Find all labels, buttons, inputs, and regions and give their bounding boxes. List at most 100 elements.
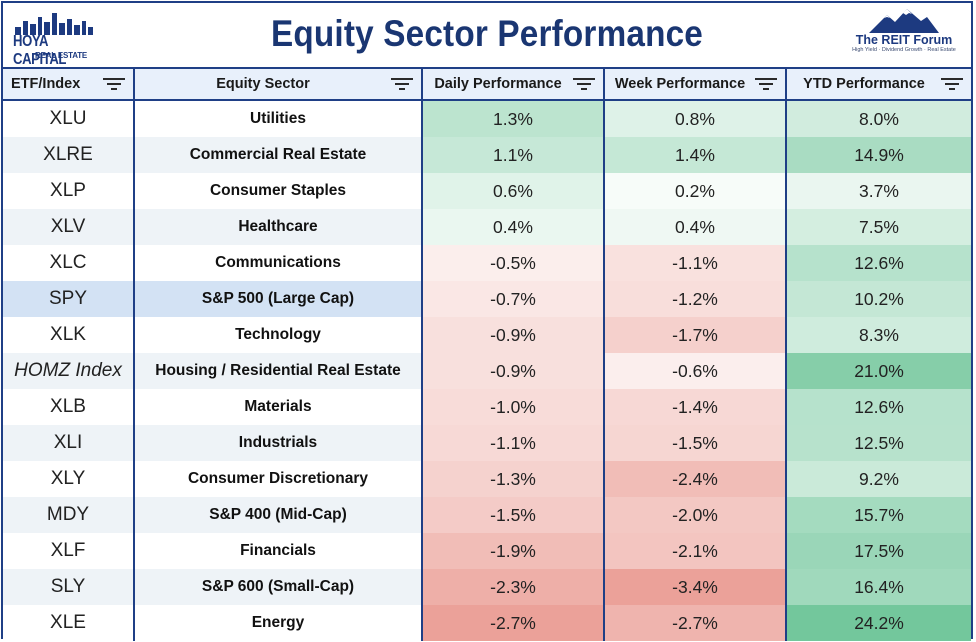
ytd-performance-cell: 8.3% — [787, 317, 971, 353]
week-performance-cell: -2.1% — [605, 533, 787, 569]
week-performance-cell: -0.6% — [605, 353, 787, 389]
daily-performance-cell: 0.6% — [423, 173, 605, 209]
logo-left-sub: REAL ESTATE — [35, 51, 88, 60]
daily-performance-cell: -1.0% — [423, 389, 605, 425]
filter-icon[interactable] — [941, 77, 963, 91]
week-performance-cell: -1.7% — [605, 317, 787, 353]
ticker-cell: XLI — [3, 425, 135, 461]
column-header-ticker[interactable]: ETF/Index — [3, 69, 135, 99]
daily-performance-cell: -2.3% — [423, 569, 605, 605]
daily-performance-cell: -1.3% — [423, 461, 605, 497]
sector-cell: Energy — [135, 605, 423, 641]
column-header-ytd[interactable]: YTD Performance — [787, 69, 971, 99]
week-performance-cell: -2.4% — [605, 461, 787, 497]
daily-performance-cell: -0.9% — [423, 353, 605, 389]
week-performance-cell: -3.4% — [605, 569, 787, 605]
ticker-cell: XLRE — [3, 137, 135, 173]
ticker-cell: MDY — [3, 497, 135, 533]
filter-icon[interactable] — [755, 77, 777, 91]
sector-cell: Technology — [135, 317, 423, 353]
ytd-performance-cell: 10.2% — [787, 281, 971, 317]
week-performance-cell: -1.2% — [605, 281, 787, 317]
ticker-cell: SLY — [3, 569, 135, 605]
sector-cell: Industrials — [135, 425, 423, 461]
sector-cell: S&P 400 (Mid-Cap) — [135, 497, 423, 533]
filter-icon[interactable] — [103, 77, 125, 91]
ytd-performance-cell: 15.7% — [787, 497, 971, 533]
logo-right-tagline: High Yield · Dividend Growth · Real Esta… — [852, 47, 956, 53]
daily-performance-cell: -1.5% — [423, 497, 605, 533]
table-row: SLY S&P 600 (Small-Cap) -2.3% -3.4% 16.4% — [3, 569, 971, 605]
ticker-cell: XLF — [3, 533, 135, 569]
ticker-cell: XLC — [3, 245, 135, 281]
ytd-performance-cell: 12.6% — [787, 245, 971, 281]
title-bar: HOYA CAPITAL REAL ESTATE Equity Sector P… — [3, 3, 971, 69]
table-row: XLRE Commercial Real Estate 1.1% 1.4% 14.9% — [3, 137, 971, 173]
ticker-cell: XLK — [3, 317, 135, 353]
mountain-icon — [869, 9, 939, 33]
sector-cell: Materials — [135, 389, 423, 425]
column-header-sector[interactable]: Equity Sector — [135, 69, 423, 99]
column-header-week-label: Week Performance — [614, 76, 746, 92]
table-row: XLP Consumer Staples 0.6% 0.2% 3.7% — [3, 173, 971, 209]
sector-cell: Housing / Residential Real Estate — [135, 353, 423, 389]
week-performance-cell: 1.4% — [605, 137, 787, 173]
ytd-performance-cell: 12.6% — [787, 389, 971, 425]
ticker-cell: XLY — [3, 461, 135, 497]
table-row: XLV Healthcare 0.4% 0.4% 7.5% — [3, 209, 971, 245]
reit-forum-logo: The REIT Forum High Yield · Dividend Gro… — [845, 9, 963, 63]
daily-performance-cell: -0.5% — [423, 245, 605, 281]
table-row: HOMZ Index Housing / Residential Real Est… — [3, 353, 971, 389]
sector-cell: S&P 600 (Small-Cap) — [135, 569, 423, 605]
sector-cell: Consumer Discretionary — [135, 461, 423, 497]
sector-cell: Consumer Staples — [135, 173, 423, 209]
sector-cell: Communications — [135, 245, 423, 281]
ytd-performance-cell: 7.5% — [787, 209, 971, 245]
sector-cell: Utilities — [135, 101, 423, 137]
week-performance-cell: -1.4% — [605, 389, 787, 425]
page-title: Equity Sector Performance — [271, 13, 703, 54]
daily-performance-cell: -0.9% — [423, 317, 605, 353]
column-header-sector-label: Equity Sector — [216, 76, 310, 92]
table-row: XLE Energy -2.7% -2.7% 24.2% — [3, 605, 971, 641]
week-performance-cell: 0.8% — [605, 101, 787, 137]
column-header-daily[interactable]: Daily Performance — [423, 69, 605, 99]
column-header-ytd-label: YTD Performance — [803, 76, 925, 92]
column-header-week[interactable]: Week Performance — [605, 69, 787, 99]
filter-icon[interactable] — [391, 77, 413, 91]
week-performance-cell: -1.1% — [605, 245, 787, 281]
table-row: XLU Utilities 1.3% 0.8% 8.0% — [3, 101, 971, 137]
ytd-performance-cell: 12.5% — [787, 425, 971, 461]
column-header-daily-label: Daily Performance — [434, 76, 562, 92]
week-performance-cell: -1.5% — [605, 425, 787, 461]
logo-right-name: The REIT Forum — [855, 33, 953, 47]
ticker-cell: XLV — [3, 209, 135, 245]
week-performance-cell: -2.7% — [605, 605, 787, 641]
daily-performance-cell: 1.3% — [423, 101, 605, 137]
table-row: XLB Materials -1.0% -1.4% 12.6% — [3, 389, 971, 425]
sector-cell: Financials — [135, 533, 423, 569]
daily-performance-cell: 0.4% — [423, 209, 605, 245]
hoya-capital-logo: HOYA CAPITAL REAL ESTATE — [11, 11, 97, 68]
ticker-cell: HOMZ Index — [3, 353, 135, 389]
table-row: XLI Industrials -1.1% -1.5% 12.5% — [3, 425, 971, 461]
ticker-cell: XLE — [3, 605, 135, 641]
ticker-cell: XLB — [3, 389, 135, 425]
ytd-performance-cell: 8.0% — [787, 101, 971, 137]
logo-left-name: HOYA CAPITAL — [13, 33, 67, 68]
ytd-performance-cell: 9.2% — [787, 461, 971, 497]
filter-icon[interactable] — [573, 77, 595, 91]
table-header: ETF/Index Equity Sector Daily Performanc… — [3, 69, 971, 101]
week-performance-cell: 0.2% — [605, 173, 787, 209]
sector-cell: S&P 500 (Large Cap) — [135, 281, 423, 317]
ytd-performance-cell: 21.0% — [787, 353, 971, 389]
skyline-icon — [15, 13, 93, 35]
ticker-cell: SPY — [3, 281, 135, 317]
sector-cell: Commercial Real Estate — [135, 137, 423, 173]
table-row: XLF Financials -1.9% -2.1% 17.5% — [3, 533, 971, 569]
ytd-performance-cell: 16.4% — [787, 569, 971, 605]
ticker-cell: XLU — [3, 101, 135, 137]
week-performance-cell: -2.0% — [605, 497, 787, 533]
ytd-performance-cell: 14.9% — [787, 137, 971, 173]
